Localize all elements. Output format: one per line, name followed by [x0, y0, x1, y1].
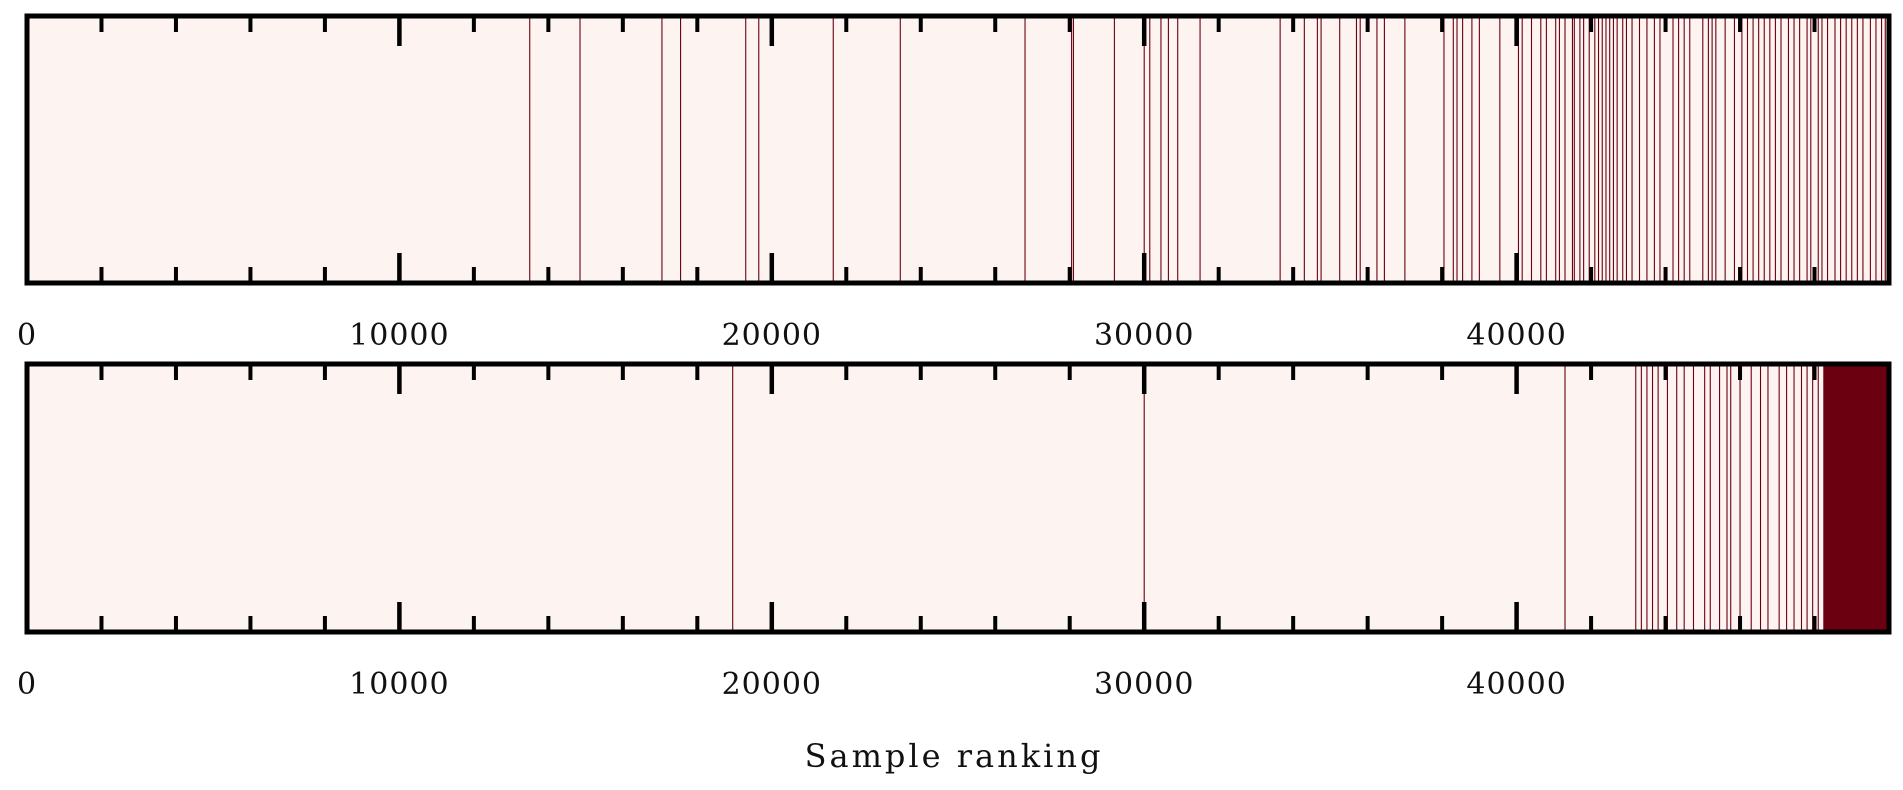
- x-tick-label: 30000: [1094, 667, 1194, 702]
- x-tick-label: 20000: [722, 667, 822, 702]
- x-tick-label: 40000: [1466, 318, 1566, 353]
- x-tick-label: 10000: [349, 667, 449, 702]
- filled-sample-block: [1823, 364, 1889, 632]
- panel-background: [27, 364, 1889, 632]
- x-tick-label: 40000: [1466, 667, 1566, 702]
- x-tick-label: 0: [17, 667, 37, 702]
- panel-frame: [24, 13, 1892, 286]
- x-axis-title: Sample ranking: [805, 737, 1104, 775]
- heatmap-panel-top: 0 10000 20000 30000 40000: [17, 13, 1892, 353]
- panel-frame: [24, 361, 1892, 635]
- x-tick-label: 10000: [349, 318, 449, 353]
- x-tick-label: 20000: [722, 318, 822, 353]
- x-tick-label: 0: [17, 318, 37, 353]
- heatmap-panel-bottom: 0 10000 20000 30000 40000: [17, 361, 1892, 702]
- x-tick-label: 30000: [1094, 318, 1194, 353]
- panel-background: [27, 16, 1889, 283]
